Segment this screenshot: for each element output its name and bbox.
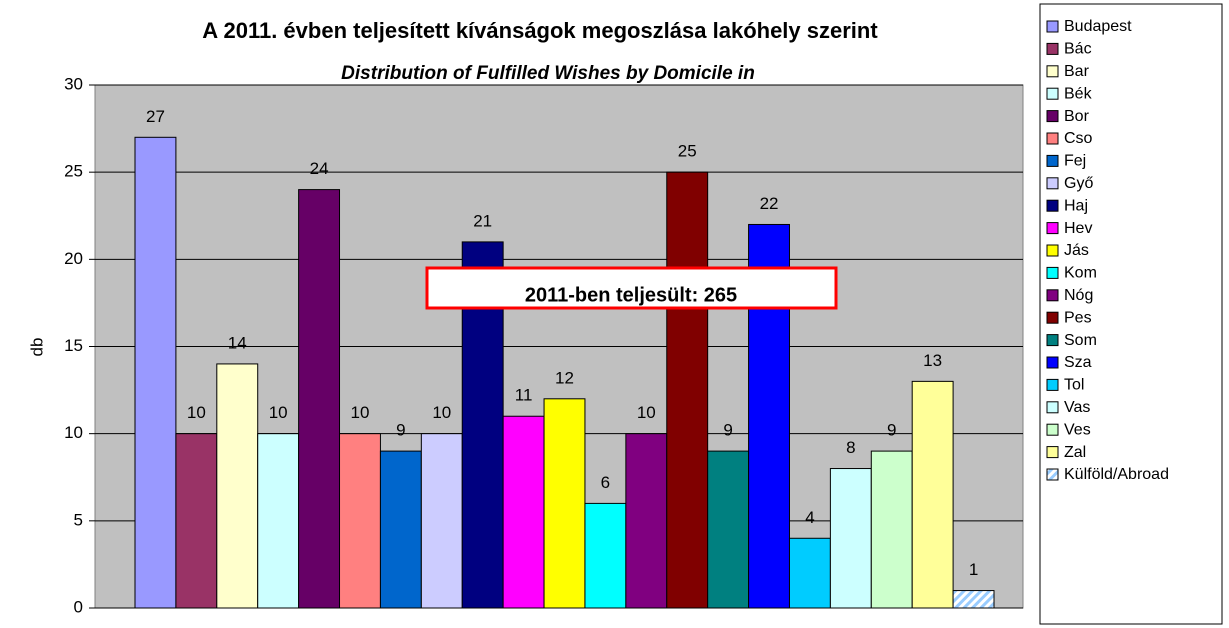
legend-label: Som [1064,332,1097,349]
legend-label: Sza [1064,354,1092,371]
y-axis-label: db [27,338,46,357]
legend-swatch [1046,423,1059,436]
legend-label: Tol [1064,377,1084,394]
legend-swatch [1046,65,1059,78]
data-label: 10 [637,403,656,422]
legend: Budapest Bác Bar Bék Bor Cso Fej Győ Haj Hev Jás Ko… [1046,18,1169,483]
bar [870,450,913,609]
bar [420,433,463,609]
legend-label: Kom [1064,265,1097,282]
bar [379,450,422,609]
bar [911,380,954,609]
bar [952,590,995,609]
bar [584,502,627,609]
bar [298,189,341,609]
bar [134,136,177,609]
bar [175,433,218,609]
y-tick-label: 10 [64,423,83,442]
legend-swatch [1046,199,1059,212]
bar [829,468,872,609]
legend-label: Budapest [1064,18,1132,35]
legend-swatch [1046,311,1059,324]
legend-swatch [1046,266,1059,279]
legend-swatch [1046,42,1059,55]
legend-label: Pes [1064,309,1092,326]
legend-swatch [1046,132,1059,145]
legend-swatch [1046,446,1059,459]
data-label: 25 [678,142,697,161]
legend-label: Bék [1064,85,1093,102]
data-label: 11 [515,386,533,405]
legend-label: Hev [1064,220,1092,237]
bar [788,537,831,609]
legend-label: Nóg [1064,287,1093,304]
legend-box [1039,3,1223,625]
y-tick-label: 5 [74,510,83,529]
legend-label: Bác [1064,41,1092,58]
chart-subtitle: Distribution of Fulfilled Wishes by Domi… [341,63,755,84]
data-label: 21 [473,211,492,230]
data-label: 9 [396,421,405,440]
legend-swatch [1046,289,1059,302]
data-label: 10 [432,403,451,422]
data-label: 24 [310,159,329,178]
legend-label: Vas [1064,399,1090,416]
data-label: 8 [846,438,855,457]
legend-swatch [1046,468,1059,481]
bar [666,171,709,609]
data-label: 9 [887,421,896,440]
data-label: 10 [269,403,288,422]
bar [257,433,300,609]
legend-swatch [1046,401,1059,414]
bar [543,398,586,609]
data-label: 10 [351,403,370,422]
bar [502,415,545,609]
legend-swatch [1046,356,1059,369]
data-label: 27 [146,107,165,126]
legend-label: Haj [1064,197,1088,214]
data-label: 13 [923,351,942,370]
y-tick-label: 0 [74,597,83,616]
legend-swatch [1046,87,1059,100]
bar [707,450,750,609]
legend-label: Külföld/Abroad [1064,466,1169,483]
annotation: 2011-ben teljesült: 265 [525,284,737,306]
legend-swatch [1046,334,1059,347]
y-tick-label: 30 [64,74,83,93]
data-label: 4 [805,508,814,527]
data-label: 10 [187,403,206,422]
chart-title: A 2011. évben teljesített kívánságok meg… [202,18,878,43]
data-label: 1 [969,560,978,579]
legend-swatch [1046,222,1059,235]
legend-swatch [1046,20,1059,33]
bars: 27 10 14 10 24 10 9 10 21 11 12 6 10 25 9 22 4 8 9 13 1 [134,107,995,609]
bar [216,363,259,609]
legend-swatch [1046,154,1059,167]
data-label: 6 [601,473,610,492]
legend-label: Bor [1064,108,1090,125]
legend-label: Fej [1064,153,1086,170]
legend-swatch [1046,110,1059,123]
annotation-box [425,266,838,310]
data-label: 22 [760,194,779,213]
data-label: 9 [723,421,732,440]
legend-swatch [1046,177,1059,190]
y-tick-label: 25 [64,162,83,181]
legend-label: Győ [1064,175,1093,192]
data-label: 14 [228,333,247,352]
bar [339,433,381,609]
data-label: 12 [555,368,574,387]
legend-swatch [1046,378,1059,391]
legend-label: Bar [1064,63,1090,80]
y-tick-label: 15 [64,336,83,355]
legend-swatch [1046,244,1059,257]
bar [625,433,668,609]
legend-label: Ves [1064,421,1091,438]
y-tick-label: 20 [64,249,83,268]
legend-label: Jás [1064,242,1089,259]
legend-label: Zal [1064,444,1086,461]
legend-label: Cso [1064,130,1093,147]
